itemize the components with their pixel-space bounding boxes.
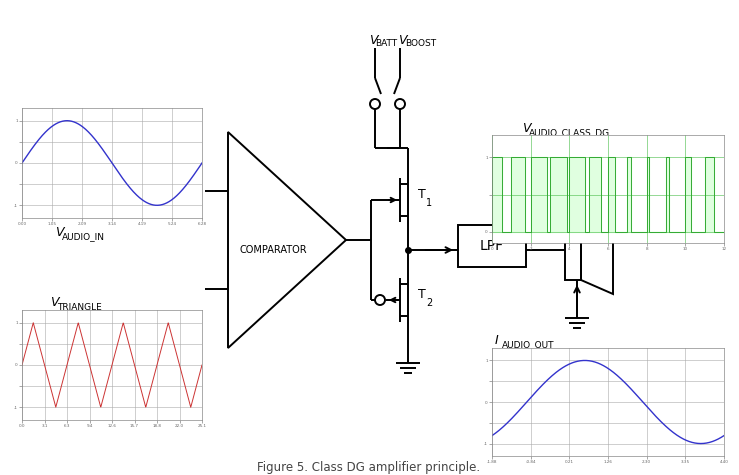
Text: V: V — [369, 34, 378, 47]
Text: AUDIO_IN: AUDIO_IN — [62, 232, 105, 241]
Bar — [565, 220, 581, 280]
Text: V: V — [50, 296, 58, 310]
Text: V: V — [398, 34, 406, 47]
Text: 2: 2 — [426, 298, 432, 308]
Bar — [458, 225, 526, 267]
Text: TRIANGLE: TRIANGLE — [57, 304, 102, 313]
Text: LPF: LPF — [480, 239, 504, 253]
Text: BOOST: BOOST — [405, 39, 436, 48]
Text: 1: 1 — [426, 198, 432, 208]
Text: AUDIO_OUT: AUDIO_OUT — [502, 341, 554, 350]
Text: BATT: BATT — [375, 39, 397, 48]
Text: COMPARATOR: COMPARATOR — [239, 245, 307, 255]
Text: T: T — [418, 288, 426, 302]
Text: I: I — [495, 333, 499, 346]
Text: V: V — [522, 122, 531, 134]
Text: V: V — [55, 226, 64, 238]
Text: Figure 5. Class DG amplifier principle.: Figure 5. Class DG amplifier principle. — [257, 462, 480, 475]
Text: T: T — [418, 189, 426, 201]
Text: AUDIO_CLASS_DG: AUDIO_CLASS_DG — [529, 129, 610, 137]
